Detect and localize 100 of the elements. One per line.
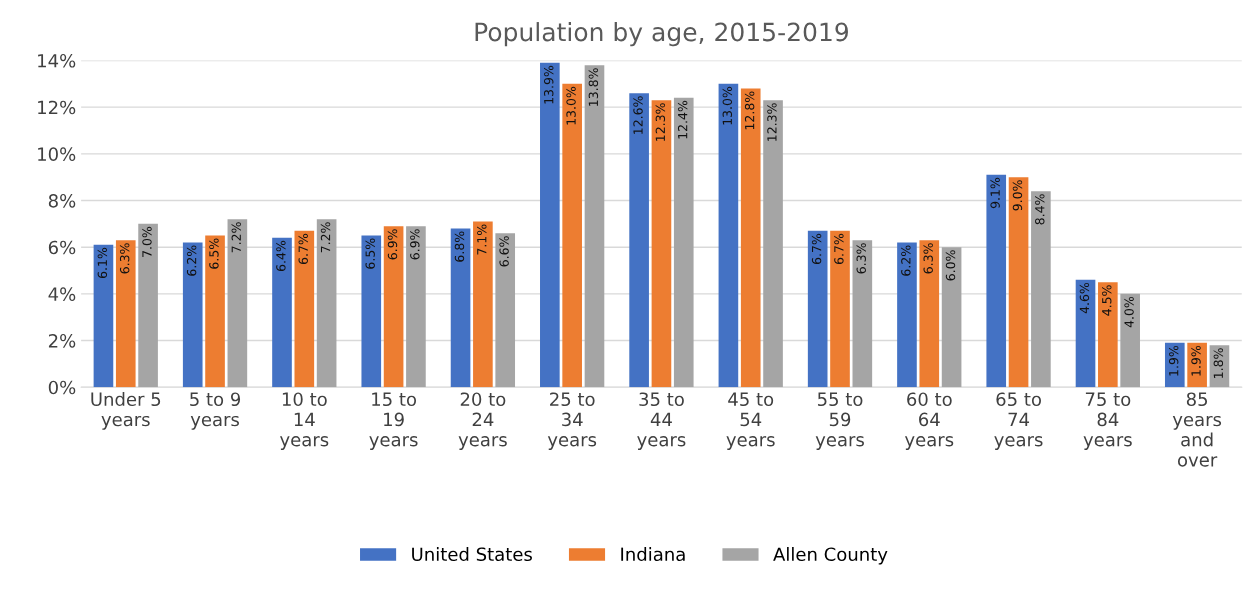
data-label: 7.1% [477, 224, 487, 255]
x-tick-label: 10 to 14 years [280, 392, 329, 450]
bar [986, 174, 1007, 388]
bar [540, 62, 560, 388]
bar [919, 240, 940, 388]
legend-label: Allen County [773, 547, 888, 565]
data-label: 13.9% [544, 65, 554, 104]
data-label: 13.8% [588, 68, 599, 106]
legend-label: United States [412, 547, 532, 562]
x-tick-label: 55 to 59 years [815, 392, 864, 450]
x-tick-label: 15 to 19 years [369, 392, 418, 450]
bar [93, 244, 114, 388]
bar [272, 237, 292, 388]
data-label: 6.5% [365, 238, 375, 269]
x-tick-label: 45 to 54 years [726, 392, 775, 450]
bar [383, 226, 404, 388]
data-label: 13.0% [722, 86, 733, 125]
bar [473, 221, 493, 388]
y-tick-label: 6% [48, 240, 76, 255]
bar [227, 219, 248, 388]
data-label: 6.2% [186, 245, 197, 276]
data-label: 4.5% [1102, 285, 1112, 316]
x-tick-label: 25 to 34 years [547, 392, 597, 450]
bar [584, 65, 605, 388]
bar [316, 219, 337, 388]
bar [651, 100, 672, 388]
data-label: 6.5% [209, 238, 219, 269]
bar [807, 230, 828, 388]
data-label: 1.9% [1191, 345, 1201, 376]
bar [1120, 293, 1140, 388]
legend-label: Indiana [621, 547, 685, 562]
data-label: 7.0% [142, 226, 152, 257]
chart-title: Population by age, 2015-2019 [475, 22, 848, 47]
y-tick-label: 8% [48, 193, 76, 208]
data-label: 6.7% [811, 233, 822, 265]
y-tick-label: 12% [38, 100, 76, 115]
data-label: 7.2% [231, 222, 241, 253]
bar [763, 100, 783, 388]
y-tick-label: 4% [48, 287, 76, 301]
data-label: 6.8% [454, 231, 465, 262]
y-tick-label: 14% [38, 53, 76, 68]
bar [406, 226, 426, 388]
data-label: 6.3% [119, 243, 130, 274]
data-label: 12.6% [633, 96, 643, 134]
x-tick-label: 5 to 9 years [190, 392, 241, 430]
bar [830, 230, 850, 388]
bar [115, 240, 136, 388]
x-tick-label: 75 to 84 years [1083, 392, 1132, 450]
data-label: 6.3% [923, 243, 933, 274]
data-label: 1.8% [1213, 348, 1224, 378]
bar [1187, 342, 1207, 388]
data-label: 4.0% [1124, 296, 1134, 328]
bar [562, 83, 582, 388]
data-label: 9.1% [990, 177, 1000, 209]
x-tick-label: 85 years and over [1172, 392, 1222, 467]
bar [361, 235, 382, 388]
bar [138, 223, 158, 388]
bar [450, 228, 471, 388]
y-tick-label: 2% [48, 333, 76, 348]
bar [941, 247, 962, 388]
bar [1031, 191, 1051, 388]
bar [294, 230, 315, 388]
data-label: 12.4% [677, 100, 688, 139]
data-label: 6.0% [945, 250, 956, 281]
bar [1164, 342, 1185, 388]
data-label: 12.8% [744, 91, 755, 130]
bar [852, 240, 873, 388]
bar [1098, 282, 1118, 388]
bar [740, 88, 761, 388]
data-label: 6.9% [387, 229, 398, 260]
bar [205, 235, 225, 388]
bar [718, 83, 739, 388]
data-label: 6.7% [298, 233, 308, 265]
data-label: 4.6% [1079, 282, 1090, 314]
bar [182, 242, 203, 388]
data-label: 6.1% [97, 247, 108, 279]
x-tick-label: Under 5 years [91, 392, 161, 430]
y-tick-label: 10% [38, 147, 76, 161]
bar [673, 97, 694, 388]
x-tick-label: 65 to 74 years [994, 392, 1043, 450]
x-tick-label: 35 to 44 years [637, 392, 686, 450]
data-label: 6.7% [834, 233, 844, 265]
data-label: 7.2% [320, 222, 331, 253]
x-tick-label: 20 to 24 years [458, 392, 507, 450]
data-label: 8.4% [1035, 194, 1045, 225]
y-tick-label: 0% [48, 380, 76, 395]
data-label: 6.3% [856, 243, 866, 274]
x-tick-label: 60 to 64 years [904, 392, 954, 450]
data-label: 6.9% [410, 229, 420, 260]
data-label: 6.2% [901, 245, 911, 276]
bar [897, 242, 917, 388]
data-label: 12.3% [767, 103, 777, 141]
data-label: 1.9% [1168, 345, 1179, 376]
data-label: 6.6% [499, 236, 509, 267]
data-label: 13.0% [566, 86, 576, 125]
data-label: 12.3% [655, 103, 666, 141]
bar [495, 233, 516, 388]
bar [1008, 177, 1029, 388]
bar [1075, 279, 1096, 388]
bar [629, 93, 649, 388]
